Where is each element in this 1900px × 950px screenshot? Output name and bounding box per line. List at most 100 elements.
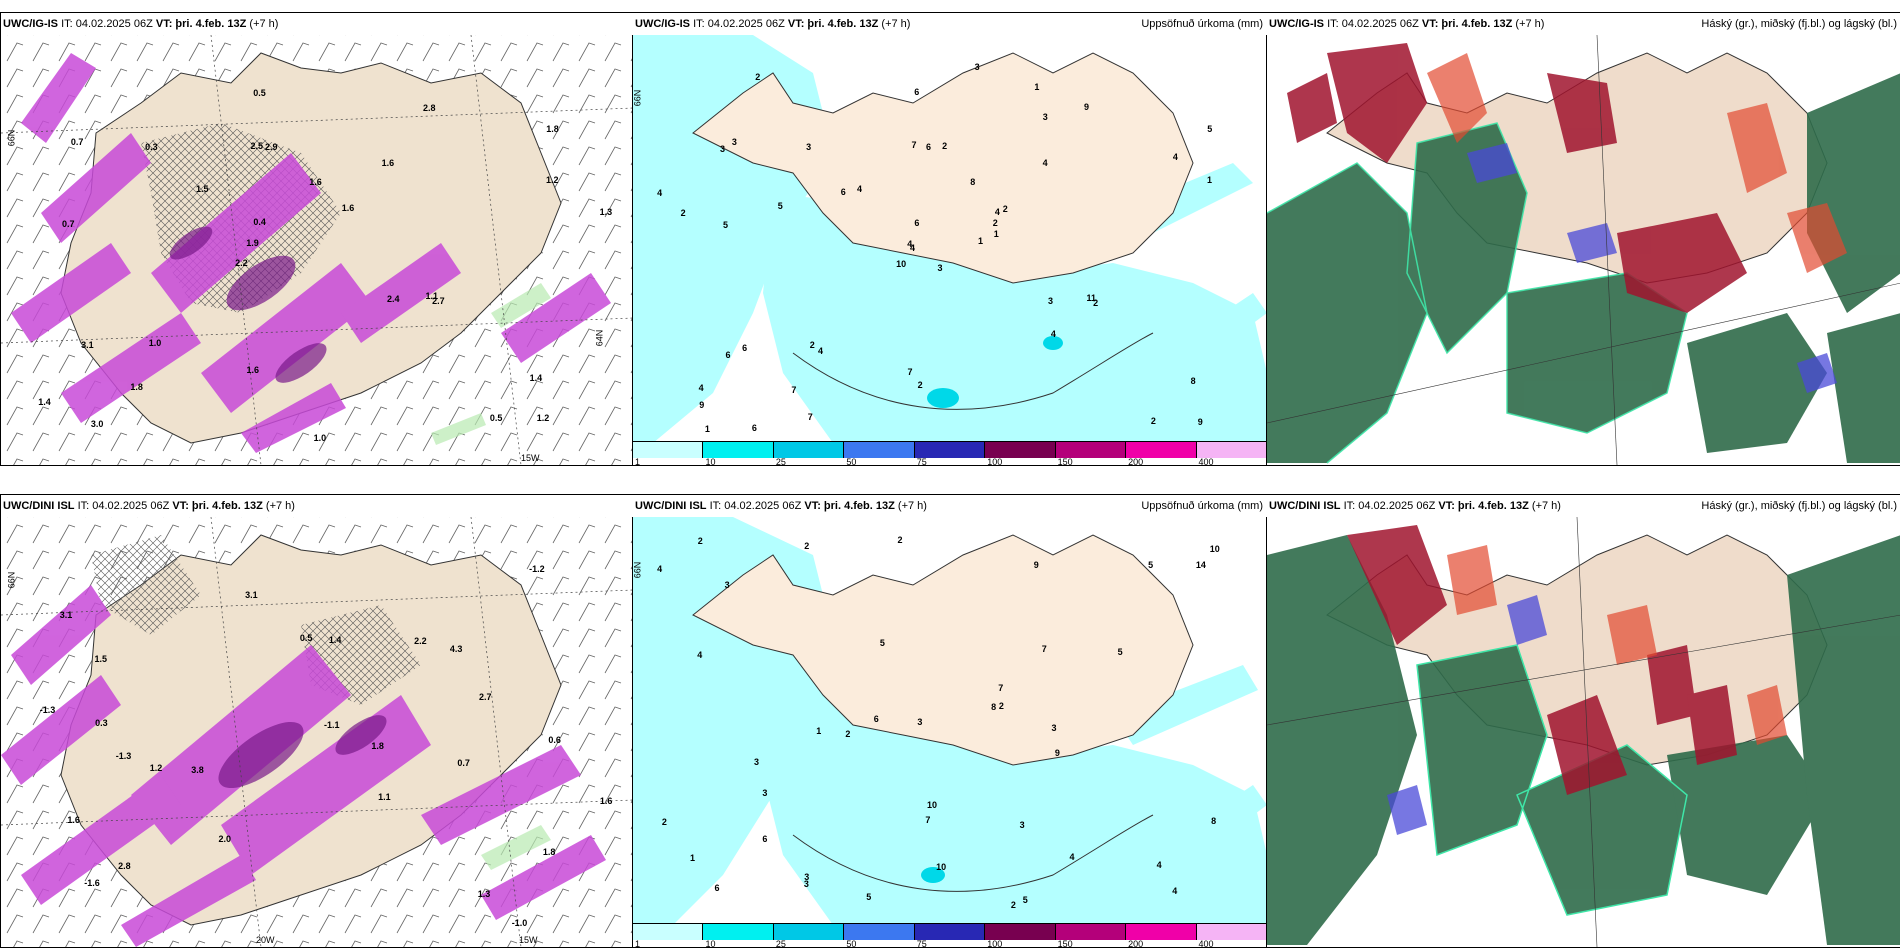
colorbar-swatch <box>914 924 986 940</box>
lat-label-66n: 66N <box>632 89 643 107</box>
map-value-label: 10 <box>936 861 947 872</box>
panel-header: UWC/IG-IS IT: 04.02.2025 06Z VT: þri. 4.… <box>1267 13 1900 35</box>
map-value-label: 2 <box>755 71 761 82</box>
map-value-label: 4 <box>817 345 823 356</box>
lon-label-20w: 20W <box>256 935 275 945</box>
map-value-label: 1 <box>689 852 695 863</box>
map-value-label: -1.3 <box>115 751 132 762</box>
cloud-map-graphic <box>1267 34 1900 465</box>
map-value-label: 2.0 <box>218 833 232 844</box>
map-value-label: 8 <box>1211 815 1217 826</box>
map-value-label: 1.3 <box>599 207 613 218</box>
map-value-label: 2.8 <box>422 103 436 114</box>
colorbar-tick-label: 25 <box>775 939 786 948</box>
colorbar-swatch <box>1196 442 1267 458</box>
map-value-label: 2 <box>1002 203 1008 214</box>
map-value-label: -1.0 <box>511 917 528 928</box>
map-value-label: 3 <box>719 144 725 155</box>
map-value-label: 4 <box>907 238 913 249</box>
map-value-label: 1.4 <box>328 635 342 646</box>
map-value-label: 6 <box>751 422 757 433</box>
colorbar-swatch <box>1196 924 1267 940</box>
panel-title: Háský (gr.), miðský (fj.bl.) og lágský (… <box>1701 500 1897 512</box>
map-value-label: 2 <box>845 728 851 739</box>
map-value-label: 1.5 <box>195 184 209 195</box>
map-value-label: 9 <box>1083 102 1089 113</box>
map-value-label: 2.7 <box>479 691 492 702</box>
colorbar-swatch <box>1055 924 1127 940</box>
map-value-label: 1.8 <box>371 741 384 752</box>
map-value-label: 3 <box>806 141 812 152</box>
map-value-label: 3 <box>937 263 943 274</box>
map-value-label: 0.5 <box>299 632 313 643</box>
map-value-label: 11 <box>1086 293 1096 304</box>
colorbar-tick-label: 25 <box>775 457 786 466</box>
colorbar-tick-label: 50 <box>846 457 857 466</box>
precip-colorbar: 1 10 25 50 75 100 150 200 400 <box>633 923 1267 947</box>
map-value-label: 2 <box>1093 297 1099 308</box>
precip-map-graphic <box>633 517 1267 947</box>
map-value-label: 10 <box>896 259 907 270</box>
map-value-label: 3 <box>1051 723 1057 734</box>
panel-header: UWC/DINI ISL IT: 04.02.2025 06Z VT: þri.… <box>633 495 1267 517</box>
map-value-label: 1.9 <box>246 237 259 248</box>
map-value-label: 6 <box>714 882 720 893</box>
map-value-label: 3 <box>724 580 730 591</box>
colorbar-tick-label: 75 <box>916 939 927 948</box>
map-value-label: 1.5 <box>94 654 107 665</box>
map-value-label: 6 <box>742 342 748 353</box>
map-value-label: 6 <box>725 350 731 361</box>
map-value-label: 3.0 <box>90 419 104 430</box>
panel-title: Uppsöfnuð úrkoma (mm) <box>1141 18 1263 30</box>
map-value-label: 0.7 <box>62 218 75 229</box>
map-value-label: 5 <box>866 891 872 902</box>
map-value-label: 3 <box>1042 112 1048 123</box>
map-value-label: 3.1 <box>59 609 73 620</box>
panel-row2-temperature-map: UWC/DINI ISL IT: 04.02.2025 06Z VT: þri.… <box>0 494 634 948</box>
map-value-label: 8 <box>991 702 997 713</box>
lon-label-15w: 15W <box>521 453 540 463</box>
lon-label-15w: 15W <box>519 935 538 945</box>
map-value-label: 1 <box>816 726 822 737</box>
panel-title: Háský (gr.), miðský (fj.bl.) og lágský (… <box>1701 18 1897 30</box>
map-value-label: 0.7 <box>457 757 470 768</box>
lat-label-64n: 64N <box>594 329 605 347</box>
map-value-label: 1.0 <box>313 433 327 444</box>
map-value-label: 4 <box>1156 860 1162 871</box>
map-value-label: 1.2 <box>536 413 550 424</box>
panel-header: UWC/IG-IS IT: 04.02.2025 06Z VT: þri. 4.… <box>633 13 1267 35</box>
map-value-label: 3 <box>917 717 923 728</box>
colorbar-swatch <box>844 924 915 940</box>
map-value-label: 7 <box>907 367 913 378</box>
colorbar-tick-label: 400 <box>1198 939 1214 948</box>
map-value-label: 9 <box>1197 416 1203 427</box>
map-value-label: 1.1 <box>425 291 438 302</box>
map-value-label: 1.4 <box>529 372 543 383</box>
panel-header: UWC/IG-IS IT: 04.02.2025 06Z VT: þri. 4.… <box>1 13 633 35</box>
map-value-label: 0.5 <box>253 87 266 98</box>
map-value-label: 1.4 <box>38 397 51 408</box>
map-value-label: 6 <box>914 86 920 97</box>
panel-row2-precip-map: UWC/DINI ISL IT: 04.02.2025 06Z VT: þri.… <box>632 494 1268 948</box>
colorbar-tick-label: 10 <box>705 939 716 948</box>
panel-title: Uppsöfnuð úrkoma (mm) <box>1141 500 1263 512</box>
colorbar-swatch <box>1126 924 1197 940</box>
map-value-label: 1 <box>1034 81 1040 92</box>
map-value-label: 2.4 <box>386 293 400 304</box>
colorbar-swatch <box>703 442 774 458</box>
map-value-label: 2 <box>804 540 810 551</box>
colorbar-swatch <box>985 924 1056 940</box>
map-value-label: 1.8 <box>546 124 559 135</box>
map-value-label: 2.5 <box>250 140 263 151</box>
map-value-label: 9 <box>699 400 705 411</box>
map-value-label: 1 <box>704 424 710 435</box>
colorbar-swatch <box>633 442 704 458</box>
map-value-label: 10 <box>1209 543 1220 554</box>
map-value-label: 3 <box>731 136 737 147</box>
map-value-label: 1.0 <box>148 338 162 349</box>
map-value-label: 4 <box>657 187 663 198</box>
map-value-label: 2 <box>697 536 703 547</box>
map-value-label: 4.3 <box>449 643 463 654</box>
lat-label-66n: 66N <box>6 129 17 147</box>
map-value-label: 1.6 <box>246 364 260 375</box>
